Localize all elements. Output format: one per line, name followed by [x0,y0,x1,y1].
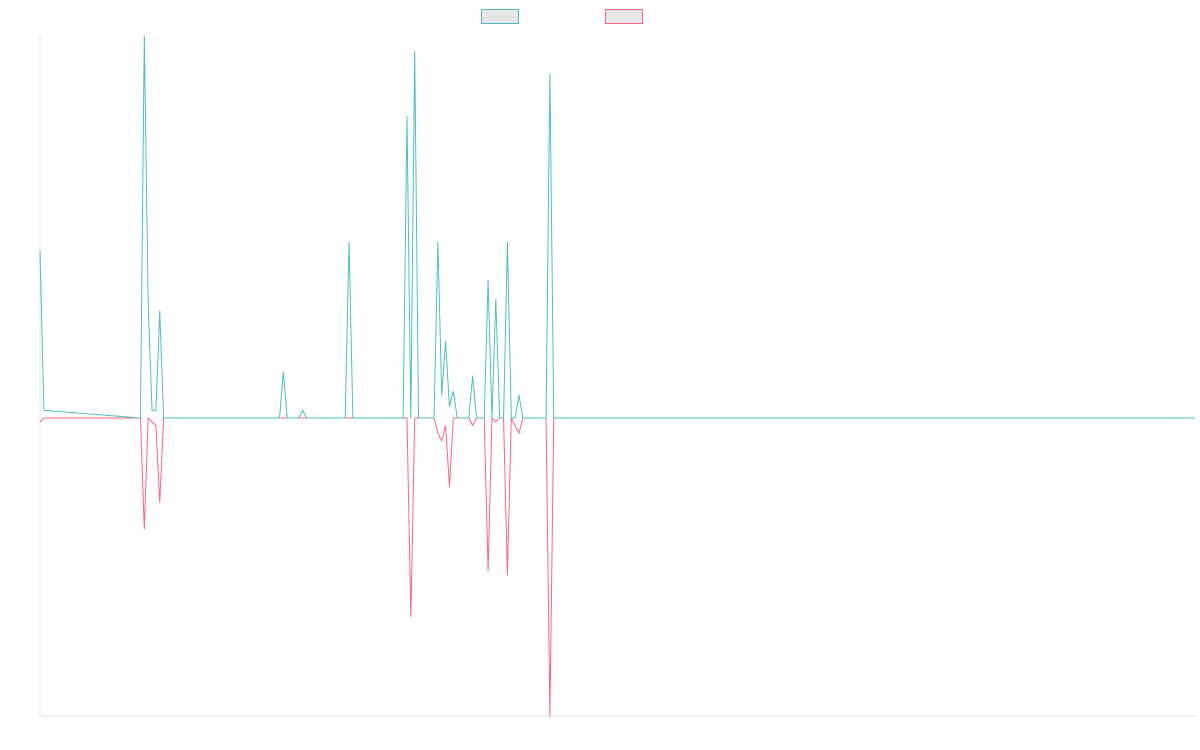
legend [0,9,1200,27]
series-line-b[interactable] [39,417,1195,717]
legend-swatch-series-b [605,9,643,24]
series-line-a[interactable] [39,35,1195,419]
legend-swatch-series-a [481,9,519,24]
